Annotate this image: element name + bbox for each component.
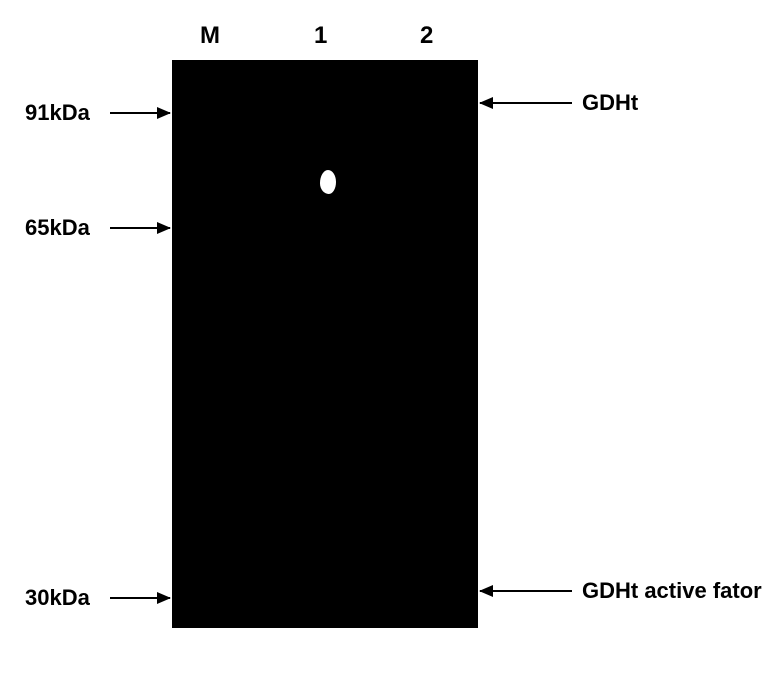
mw-label-91kda: 91kDa: [25, 100, 90, 126]
mw-arrow-91kda: [110, 112, 170, 114]
mw-arrow-30kda: [110, 597, 170, 599]
gel-artifact-blob: [320, 170, 336, 194]
mw-label-65kda: 65kDa: [25, 215, 90, 241]
lane-label-2: 2: [420, 22, 433, 50]
band-label-gdht-active-factor: GDHt active fator: [582, 578, 762, 604]
mw-label-30kda: 30kDa: [25, 585, 90, 611]
band-label-gdht: GDHt: [582, 90, 638, 116]
band-arrow-gdht-active-factor: [480, 590, 572, 592]
lane-label-1: 1: [314, 22, 327, 50]
gel-image: [172, 60, 478, 628]
band-arrow-gdht: [480, 102, 572, 104]
lane-label-m: M: [200, 22, 220, 50]
mw-arrow-65kda: [110, 227, 170, 229]
